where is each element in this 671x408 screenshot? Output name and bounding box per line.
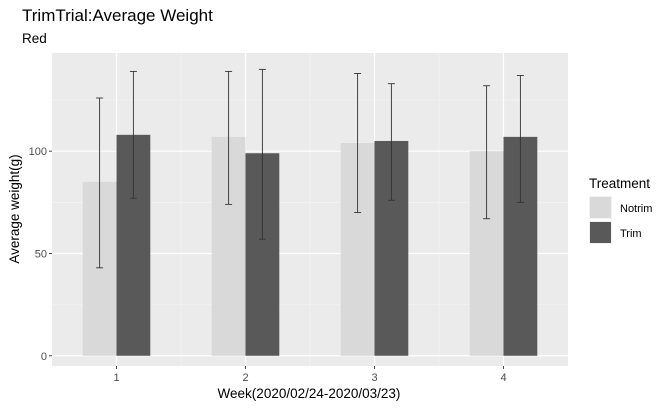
y-tick-label: 100 bbox=[29, 146, 47, 158]
y-tick-label: 0 bbox=[41, 351, 47, 363]
x-tick-label: 3 bbox=[371, 372, 377, 384]
legend: Notrim Trim bbox=[589, 196, 652, 244]
x-axis: 1 2 3 4 bbox=[113, 366, 507, 384]
error-bars bbox=[96, 68, 524, 269]
legend-key-trim bbox=[590, 222, 611, 243]
legend-label-notrim: Notrim bbox=[620, 203, 652, 215]
legend-label-trim: Trim bbox=[620, 228, 642, 240]
legend-key-notrim bbox=[590, 197, 611, 218]
x-axis-title: Week(2020/02/24-2020/03/23) bbox=[218, 386, 401, 401]
x-tick-label: 4 bbox=[500, 372, 506, 384]
chart-subtitle: Red bbox=[22, 31, 47, 46]
legend-title: Treatment bbox=[589, 176, 650, 191]
y-axis-title: Average weight(g) bbox=[7, 154, 22, 263]
y-tick-label: 50 bbox=[35, 248, 47, 260]
x-tick-label: 1 bbox=[113, 372, 119, 384]
chart-title: TrimTrial:Average Weight bbox=[22, 6, 213, 25]
y-axis: 0 50 100 bbox=[29, 146, 52, 363]
bars bbox=[82, 134, 538, 356]
x-tick-label: 2 bbox=[242, 372, 248, 384]
